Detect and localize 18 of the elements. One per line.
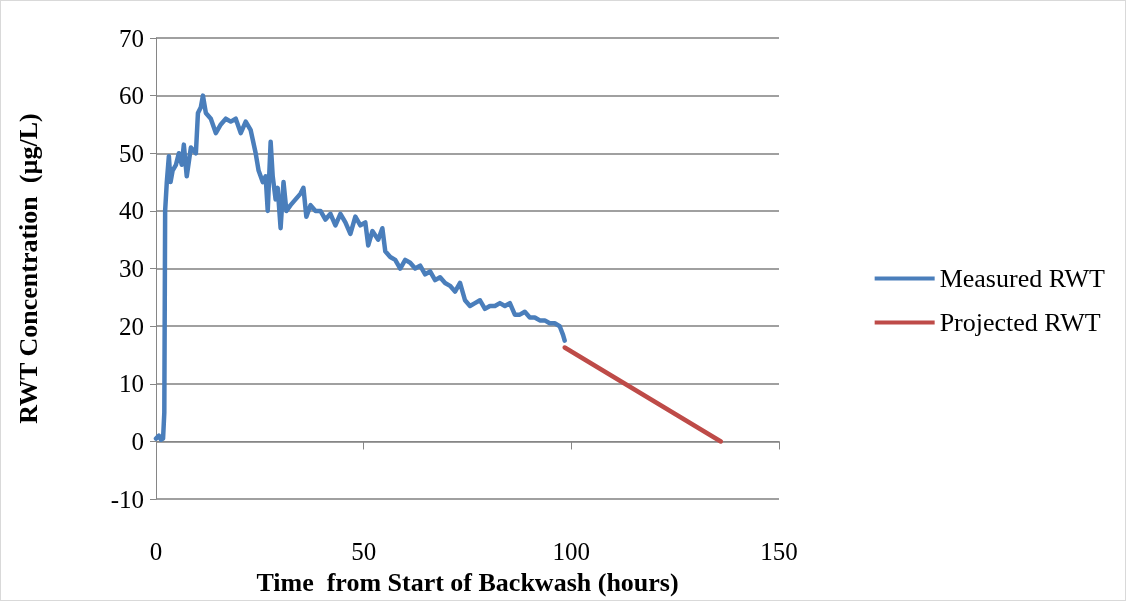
y-tick-label: 50 — [119, 139, 144, 167]
y-tick-label: 0 — [131, 427, 144, 455]
y-tick-label: 20 — [119, 312, 144, 340]
x-tick-label: 150 — [760, 538, 798, 566]
legend-label: Projected RWT — [939, 308, 1101, 337]
y-tick-label: 60 — [119, 82, 144, 110]
x-tick-label: 50 — [351, 538, 377, 566]
y-tick-label: 10 — [119, 370, 144, 398]
y-tick-label: -10 — [110, 485, 144, 513]
y-tick-label: 30 — [119, 255, 144, 283]
x-tick-label: 100 — [552, 538, 591, 566]
y-tick-label: 40 — [119, 197, 144, 225]
legend-label: Measured RWT — [939, 264, 1106, 293]
y-axis-title: RWT Concentration (µg/L) — [13, 113, 43, 424]
line-series — [153, 93, 567, 442]
y-tick-label: 70 — [119, 24, 144, 52]
x-tick-label: 0 — [149, 538, 163, 566]
x-axis-title: Time from Start of Backwash (hours) — [256, 567, 679, 597]
